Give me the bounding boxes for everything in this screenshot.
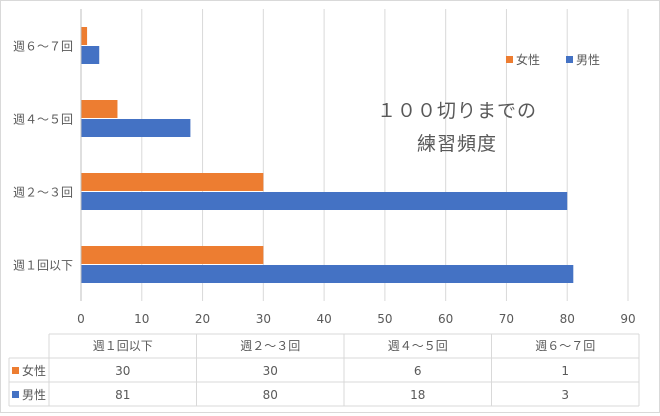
category-label: 週２～３回 [13,186,73,200]
table-series-label: 男性 [22,388,46,402]
x-tick-label: 0 [77,312,85,326]
table-cell: 1 [561,364,569,378]
chart-title-line2: 練習頻度 [417,133,497,155]
x-tick-label: 30 [256,312,271,326]
x-tick-label: 70 [499,312,514,326]
chart-title-line1: １００切りまでの [377,100,537,122]
table-header: 週４～５回 [388,339,448,353]
category-label: 週６～７回 [13,40,73,54]
x-tick-label: 60 [438,312,453,326]
table-cell: 80 [263,388,278,402]
x-tick-label: 80 [560,312,575,326]
table-header: 週２～３回 [240,339,300,353]
bar-女性 [81,27,88,45]
table-header: 週６～７回 [535,339,595,353]
x-tick-label: 50 [377,312,392,326]
legend-swatch [566,56,573,63]
x-tick-label: 10 [134,312,149,326]
table-cell: 6 [414,364,422,378]
x-tick-label: 20 [195,312,210,326]
bar-女性 [81,173,264,191]
bar-男性 [81,265,574,283]
table-header: 週１回以下 [93,339,153,353]
category-label: 週１回以下 [13,259,73,273]
table-legend-swatch [12,391,19,398]
legend-swatch [506,56,513,63]
bar-男性 [81,192,568,210]
legend-label: 女性 [516,52,540,67]
legend-label: 男性 [576,53,600,67]
table-cell: 18 [410,388,425,402]
bar-女性 [81,246,264,264]
x-tick-label: 40 [316,312,331,326]
table-legend-swatch [12,367,19,374]
x-tick-label: 90 [620,312,635,326]
table-cell: 30 [263,364,278,378]
table-cell: 30 [115,364,130,378]
table-cell: 3 [561,388,569,402]
table-series-label: 女性 [22,363,46,378]
category-label: 週４～５回 [13,113,73,127]
bar-男性 [81,119,191,137]
bar-男性 [81,46,100,64]
table-cell: 81 [115,388,130,402]
bar-女性 [81,100,118,118]
